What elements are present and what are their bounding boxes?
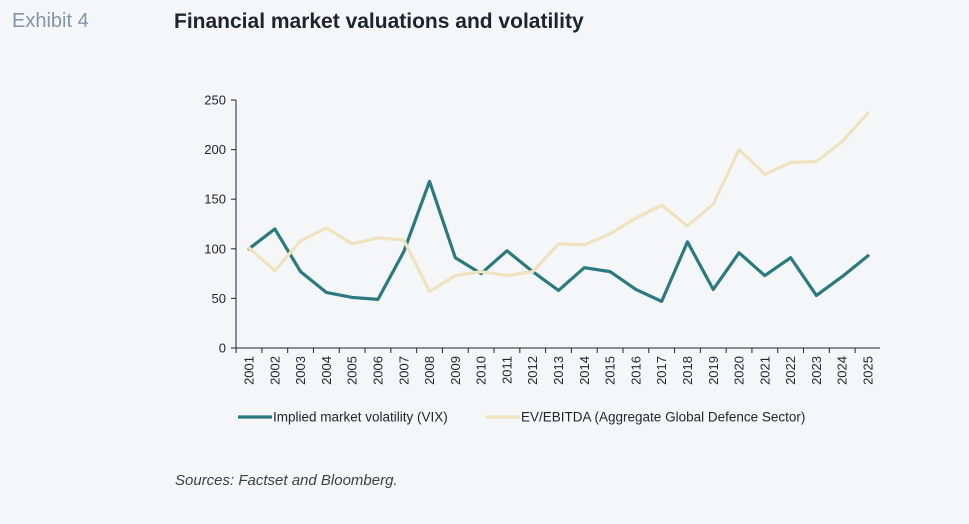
y-tick-label: 250 bbox=[204, 93, 226, 108]
legend-label-vix: Implied market volatility (VIX) bbox=[273, 410, 448, 425]
x-tick-label: 2008 bbox=[422, 356, 437, 385]
x-tick-label: 2002 bbox=[267, 356, 282, 385]
x-tick-label: 2024 bbox=[835, 356, 850, 385]
x-tick-label: 2021 bbox=[757, 356, 772, 385]
x-tick-label: 2007 bbox=[396, 356, 411, 385]
sources-note: Sources: Factset and Bloomberg. bbox=[175, 472, 398, 489]
x-tick-label: 2006 bbox=[370, 356, 385, 385]
x-tick-label: 2016 bbox=[628, 356, 643, 385]
legend-label-ev-ebitda: EV/EBITDA (Aggregate Global Defence Sect… bbox=[521, 410, 805, 425]
x-tick-label: 2019 bbox=[706, 356, 721, 385]
x-tick-label: 2023 bbox=[809, 356, 824, 385]
x-tick-label: 2001 bbox=[242, 356, 257, 385]
x-tick-label: 2015 bbox=[603, 356, 618, 385]
x-tick-label: 2014 bbox=[577, 356, 592, 385]
x-tick-label: 2005 bbox=[345, 356, 360, 385]
legend: Implied market volatility (VIX) EV/EBITDA… bbox=[238, 410, 805, 425]
series-line-vix bbox=[247, 179, 870, 303]
y-tick-label: 0 bbox=[219, 341, 226, 356]
x-tick-label: 2010 bbox=[474, 356, 489, 385]
x-tick-label: 2022 bbox=[783, 356, 798, 385]
x-tick-label: 2003 bbox=[293, 356, 308, 385]
chart-title: Financial market valuations and volatili… bbox=[174, 10, 584, 33]
x-tick-label: 2020 bbox=[732, 356, 747, 385]
exhibit-number: Exhibit 4 bbox=[12, 10, 89, 32]
series-layer bbox=[247, 111, 870, 303]
line-chart: 0 50 100 150 200 250 2001 2002 2003 2004 2005 2006… bbox=[204, 93, 880, 425]
series-line-ev-ebitda bbox=[247, 111, 870, 294]
x-axis: 2001 2002 2003 2004 2005 2006 2007 2008 2009 2010… bbox=[235, 347, 880, 385]
x-tick-label: 2025 bbox=[861, 356, 876, 385]
y-tick-label: 100 bbox=[204, 241, 226, 256]
x-tick-label: 2013 bbox=[551, 356, 566, 385]
x-tick-label: 2009 bbox=[448, 356, 463, 385]
y-tick-label: 150 bbox=[204, 192, 226, 207]
x-tick-label: 2012 bbox=[525, 356, 540, 385]
x-tick-label: 2018 bbox=[680, 356, 695, 385]
x-tick-label: 2004 bbox=[319, 356, 334, 385]
x-tick-label: 2011 bbox=[499, 356, 514, 384]
x-tick-label: 2017 bbox=[654, 356, 669, 385]
y-tick-label: 50 bbox=[212, 291, 226, 306]
y-tick-label: 200 bbox=[204, 142, 226, 157]
y-axis: 0 50 100 150 200 250 bbox=[204, 93, 237, 356]
